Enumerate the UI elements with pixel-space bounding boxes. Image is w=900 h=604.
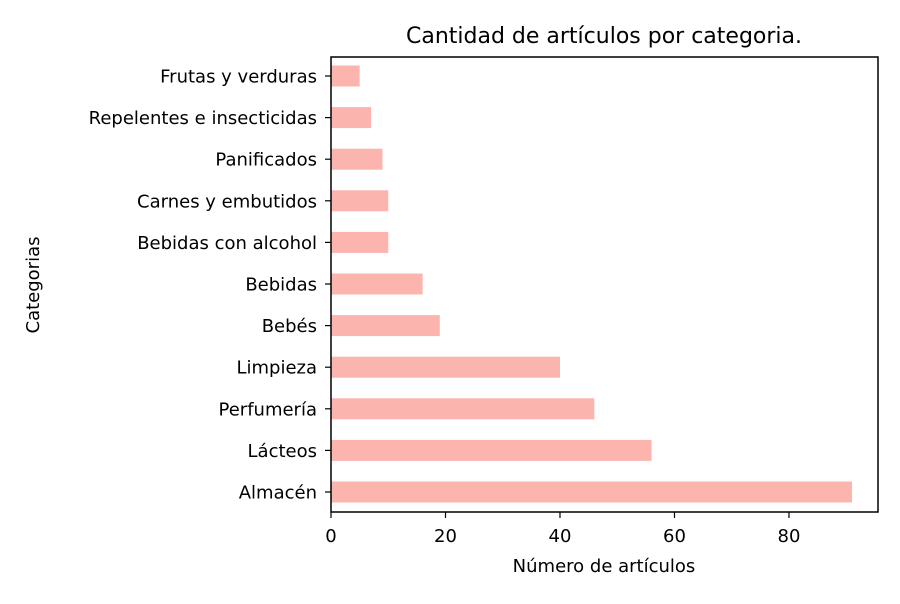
y-tick-label-0: Almacén — [239, 483, 317, 504]
bar-5 — [331, 273, 423, 295]
x-tick-label-3: 60 — [663, 526, 686, 547]
y-ticks-layer: Almacén Lácteos Perfumería Limpieza Bebés Beb… — [89, 67, 331, 504]
bar-9 — [331, 107, 372, 129]
bars-layer — [331, 65, 852, 503]
y-tick-label-10: Frutas y verduras — [160, 67, 317, 88]
x-tick-label-0: 0 — [325, 526, 336, 547]
bar-3 — [331, 356, 560, 378]
y-tick-label-8: Panificados — [215, 150, 317, 171]
bar-10 — [331, 65, 360, 87]
x-axis-label: Número de artículos — [513, 556, 696, 577]
y-tick-label-6: Bebidas con alcohol — [137, 233, 317, 254]
bar-2 — [331, 398, 595, 420]
y-tick-label-9: Repelentes e insecticidas — [89, 108, 317, 129]
x-ticks-layer: 0 20 40 60 80 — [325, 512, 800, 547]
bar-8 — [331, 148, 383, 170]
bar-0 — [331, 481, 852, 503]
plot-frame — [330, 56, 879, 513]
x-tick-label-2: 40 — [549, 526, 572, 547]
y-axis-label: Categorias — [23, 237, 44, 334]
y-tick-label-4: Bebés — [262, 316, 317, 337]
y-tick-label-5: Bebidas — [245, 275, 317, 296]
chart-title: Cantidad de artículos por categoria. — [406, 24, 802, 49]
bar-7 — [331, 190, 389, 212]
bar-6 — [331, 231, 389, 253]
bar-4 — [331, 315, 440, 337]
y-tick-label-1: Lácteos — [248, 441, 317, 462]
y-tick-label-2: Perfumería — [219, 399, 317, 420]
y-tick-label-3: Limpieza — [236, 358, 317, 379]
y-tick-label-7: Carnes y embutidos — [137, 191, 317, 212]
bar-1 — [331, 439, 652, 461]
x-tick-label-4: 80 — [778, 526, 801, 547]
x-tick-label-1: 20 — [434, 526, 457, 547]
